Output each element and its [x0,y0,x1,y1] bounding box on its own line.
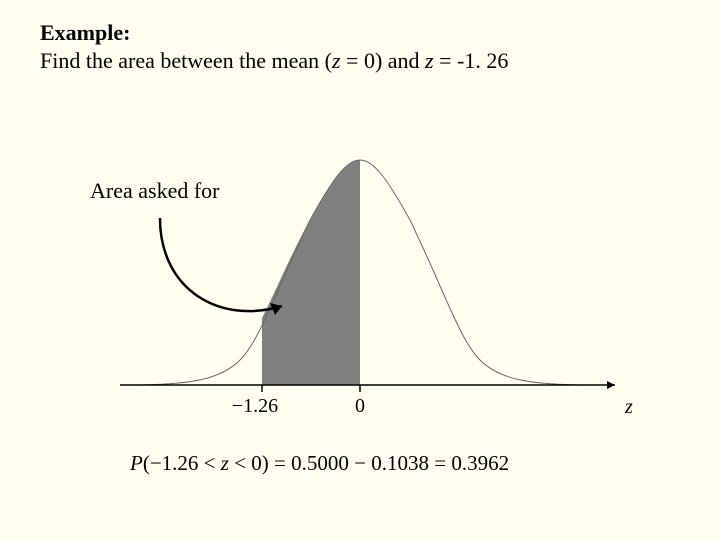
z-var-2: z [425,48,434,73]
example-subtitle: Find the area between the mean (z = 0) a… [40,48,680,74]
eq-z: z [221,451,229,475]
header: Example: Find the area between the mean … [40,20,680,74]
subtitle-eq0: = 0) and [341,48,426,73]
tick-label-center: 0 [355,395,365,417]
shaded-region [262,160,360,385]
annotation-arrow [160,218,282,311]
normal-curve-figure: Area asked for 0 −1.26 z [60,120,660,440]
eq-open: (−1.26 < [143,451,221,475]
z-var-1: z [332,48,341,73]
normal-curve-svg: 0 −1.26 z [60,120,660,440]
eq-p: P [130,451,143,475]
area-annotation: Area asked for [90,178,220,204]
subtitle-prefix: Find the area between the mean ( [40,48,332,73]
probability-equation: P(−1.26 < z < 0) = 0.5000 − 0.1038 = 0.3… [130,451,509,476]
eq-mid: < 0) = 0.5000 − 0.1038 = 0.3962 [229,451,509,475]
axis-arrowhead-icon [607,381,615,389]
axis-label-z: z [624,396,633,418]
example-title: Example: [40,20,680,46]
subtitle-eq1: = -1. 26 [434,48,509,73]
tick-label-left: −1.26 [232,395,278,417]
